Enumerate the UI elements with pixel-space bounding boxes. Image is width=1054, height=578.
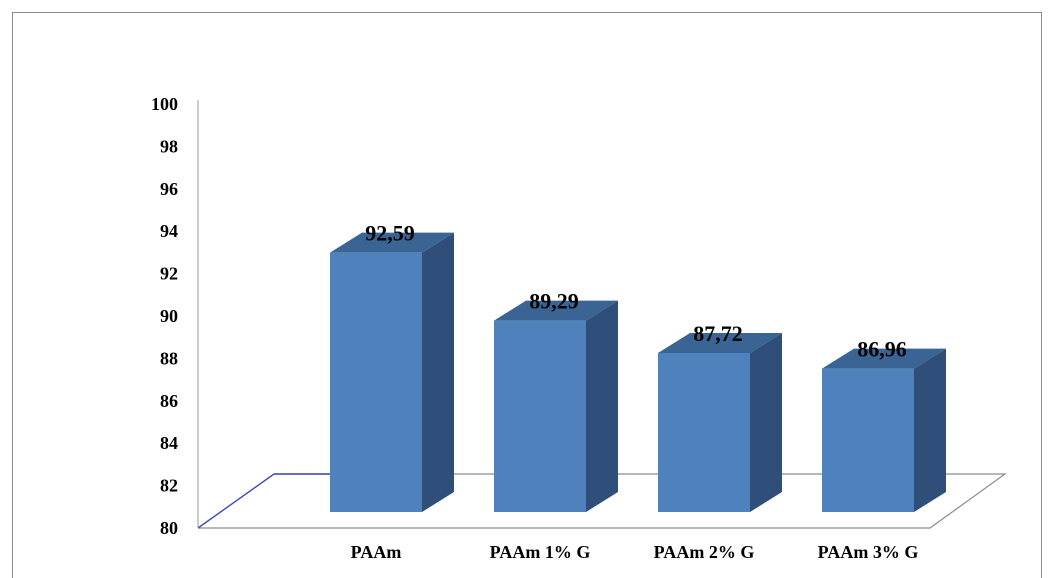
y-tick-label: 98 xyxy=(160,136,178,156)
category-label: PAAm 2% G xyxy=(654,542,755,562)
bar-top-face xyxy=(330,232,454,253)
bar-1 xyxy=(330,232,454,512)
y-tick-label: 80 xyxy=(160,518,178,538)
category-label: PAAm 1% G xyxy=(490,542,591,562)
bar-side-face xyxy=(422,232,454,512)
bars xyxy=(330,232,946,512)
bar-front-face xyxy=(658,352,750,512)
floor-side-edge xyxy=(197,473,275,529)
bar-top-face xyxy=(494,300,618,321)
y-tick-label: 94 xyxy=(160,221,178,241)
bar-top-face xyxy=(822,348,946,369)
y-tick-label: 82 xyxy=(160,476,178,496)
bar-side-face xyxy=(586,300,618,512)
y-tick-label: 84 xyxy=(160,433,178,453)
bar-3 xyxy=(658,332,782,512)
data-label: 86,96 xyxy=(857,337,907,362)
y-tick-label: 92 xyxy=(160,264,178,284)
y-axis: 80 82 84 86 88 90 92 94 96 98 100 xyxy=(151,94,199,538)
bar-side-face xyxy=(914,348,946,512)
y-tick-label: 100 xyxy=(151,94,178,114)
bar-front-face xyxy=(494,320,586,512)
data-label: 87,72 xyxy=(693,321,743,346)
labels: 92,59 PAAm 89,29 PAAm 1% G 87,72 PAAm 2% G 86,… xyxy=(351,221,919,562)
y-tick-label: 86 xyxy=(160,391,178,411)
bar-front-face xyxy=(330,252,422,512)
y-tick-label: 90 xyxy=(160,306,178,326)
bar-front-face xyxy=(822,368,914,512)
category-label: PAAm 3% G xyxy=(818,542,919,562)
bar-2 xyxy=(494,300,618,512)
data-label: 92,59 xyxy=(365,221,415,246)
data-label: 89,29 xyxy=(529,289,579,314)
category-label: PAAm xyxy=(351,542,402,562)
bar-4 xyxy=(822,348,946,512)
y-tick-label: 88 xyxy=(160,348,178,368)
bar-top-face xyxy=(658,332,782,353)
floor-outline xyxy=(198,473,1007,529)
bar-side-face xyxy=(750,332,782,512)
y-tick-label: 96 xyxy=(160,179,178,199)
chart-floor xyxy=(197,473,1007,529)
